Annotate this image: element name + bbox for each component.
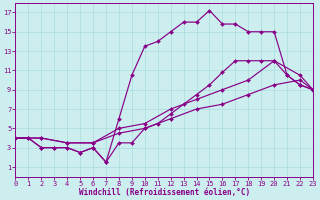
- X-axis label: Windchill (Refroidissement éolien,°C): Windchill (Refroidissement éolien,°C): [79, 188, 250, 197]
